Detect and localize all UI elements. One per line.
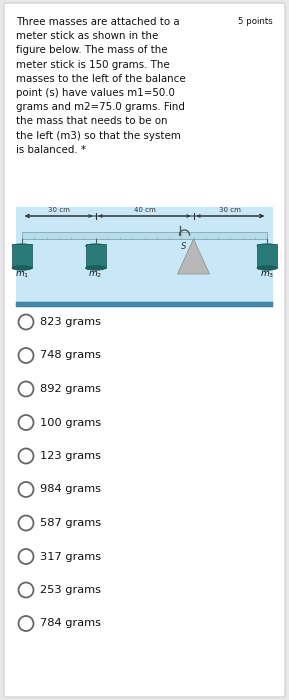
Text: 100 grams: 100 grams — [40, 417, 101, 428]
Text: the left (m3) so that the system: the left (m3) so that the system — [16, 131, 181, 141]
FancyBboxPatch shape — [4, 3, 285, 697]
Text: masses to the left of the balance: masses to the left of the balance — [16, 74, 186, 84]
Bar — [257, 244, 277, 268]
Bar — [22, 232, 267, 239]
Text: 30 cm: 30 cm — [219, 207, 241, 213]
Circle shape — [18, 382, 34, 396]
Circle shape — [18, 515, 34, 531]
Circle shape — [18, 549, 34, 564]
Circle shape — [18, 582, 34, 598]
Text: 30 cm: 30 cm — [48, 207, 70, 213]
Text: 587 grams: 587 grams — [40, 518, 101, 528]
Text: figure below. The mass of the: figure below. The mass of the — [16, 46, 168, 55]
Circle shape — [18, 348, 34, 363]
Circle shape — [18, 449, 34, 463]
Text: 123 grams: 123 grams — [40, 451, 101, 461]
Ellipse shape — [12, 266, 32, 270]
Text: 5 points: 5 points — [238, 17, 273, 26]
Bar — [16, 302, 273, 307]
Text: Three masses are attached to a: Three masses are attached to a — [16, 17, 180, 27]
Ellipse shape — [257, 244, 277, 248]
Text: 253 grams: 253 grams — [40, 585, 101, 595]
Ellipse shape — [86, 266, 105, 270]
Ellipse shape — [257, 266, 277, 270]
Text: 317 grams: 317 grams — [40, 552, 101, 561]
Circle shape — [18, 415, 34, 430]
Text: $m_1$: $m_1$ — [15, 270, 29, 281]
Circle shape — [18, 314, 34, 330]
Text: point (s) have values m1=50.0: point (s) have values m1=50.0 — [16, 88, 175, 98]
Text: S: S — [181, 242, 186, 251]
Text: 892 grams: 892 grams — [40, 384, 101, 394]
Text: 784 grams: 784 grams — [40, 619, 101, 629]
Bar — [12, 244, 32, 268]
Text: 748 grams: 748 grams — [40, 351, 101, 360]
Text: grams and m2=75.0 grams. Find: grams and m2=75.0 grams. Find — [16, 102, 185, 112]
Text: the mass that needs to be on: the mass that needs to be on — [16, 116, 168, 127]
Text: is balanced. *: is balanced. * — [16, 145, 86, 155]
Text: 984 grams: 984 grams — [40, 484, 101, 494]
Bar — [16, 207, 273, 307]
Circle shape — [18, 482, 34, 497]
Text: meter stick as shown in the: meter stick as shown in the — [16, 32, 158, 41]
Ellipse shape — [86, 244, 105, 248]
Text: 823 grams: 823 grams — [40, 317, 101, 327]
Circle shape — [18, 616, 34, 631]
Polygon shape — [177, 239, 210, 274]
Ellipse shape — [12, 244, 32, 248]
Text: meter stick is 150 grams. The: meter stick is 150 grams. The — [16, 60, 170, 69]
Text: 40 cm: 40 cm — [134, 207, 155, 213]
Text: $m_3$: $m_3$ — [260, 270, 274, 281]
Bar — [86, 244, 105, 268]
Text: $m_2$: $m_2$ — [88, 270, 103, 281]
